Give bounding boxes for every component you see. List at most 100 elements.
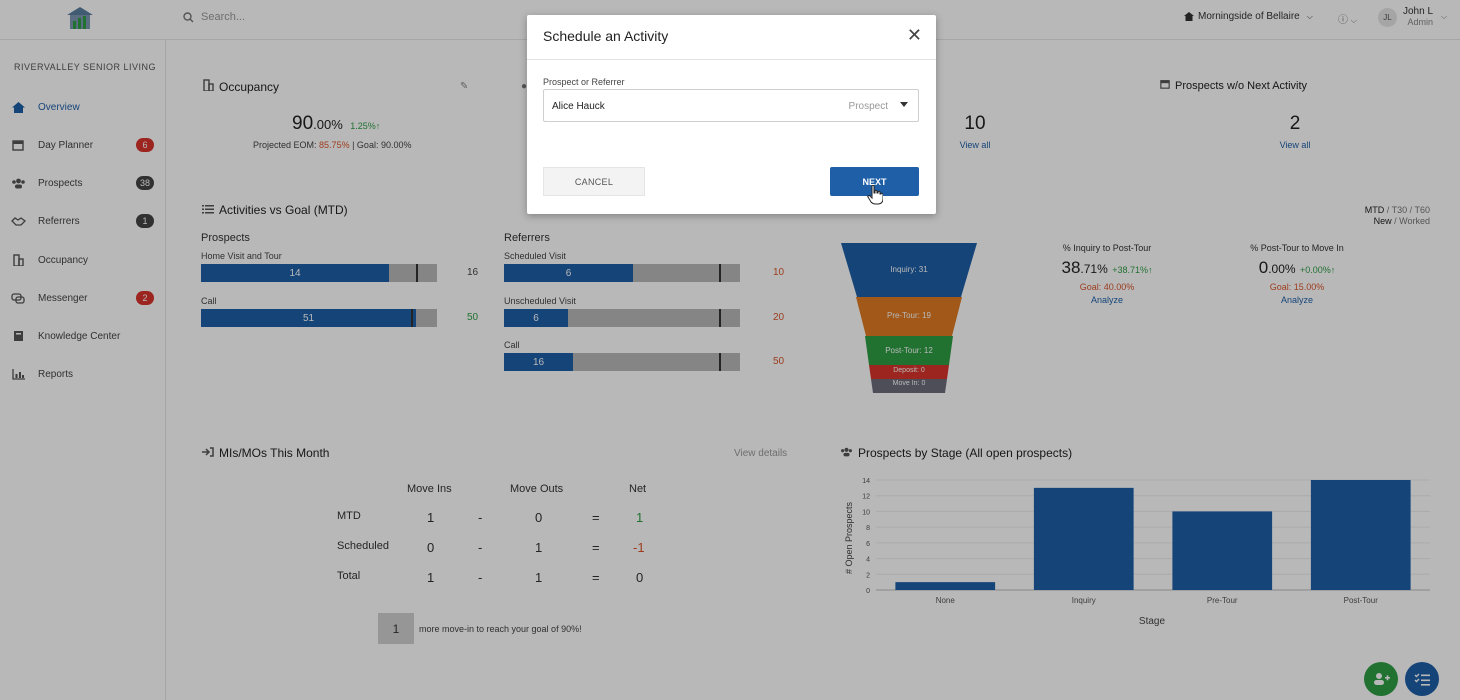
sidebar-item-label: Referrers [38,215,80,227]
bar-post-tour[interactable] [1310,480,1411,590]
progress-value: 6 [565,267,572,279]
schedule-activity-button[interactable] [1405,662,1439,696]
cancel-button[interactable]: CANCEL [543,167,645,196]
sidebar-item-messenger[interactable]: Messenger 2 [10,287,160,309]
funnel-stage-inquiry[interactable] [841,243,977,297]
sidebar-item-overview[interactable]: Overview [10,96,160,118]
activity-progress-bar: 6 [504,309,740,327]
view-all-link[interactable]: View all [959,140,991,150]
user-info: John L Admin [1403,6,1433,28]
avatar: JL [1378,7,1397,27]
notification-badge: 6 [136,138,154,152]
activities-title: Activities vs Goal (MTD) [219,203,348,217]
metric-value-main: 0 [1258,258,1269,277]
funnel-stage-post-tour[interactable] [865,336,953,365]
sidebar-item-day-planner[interactable]: Day Planner 6 [10,134,160,156]
funnel-label: Inquiry: 31 [890,265,928,274]
chart-bars [895,480,1411,590]
activity-label: Unscheduled Visit [504,296,576,306]
x-tick-label: Post-Tour [1344,596,1379,605]
y-tick-label: 12 [862,494,870,501]
search-placeholder: Search... [201,11,246,23]
toggle-worked[interactable]: / Worked [1394,216,1430,226]
col-header-net: Net [629,483,647,495]
funnel-label: Pre-Tour: 19 [886,311,932,320]
search-box[interactable]: Search... [183,11,245,23]
add-user-icon [1374,673,1390,685]
mimo-title: MIs/MOs This Month [219,446,330,460]
bar-none[interactable] [895,582,996,590]
y-tick-label: 8 [866,525,870,532]
checklist-icon [1414,673,1430,686]
sidebar-item-referrers[interactable]: Referrers 1 [10,210,160,232]
activity-label: Call [201,296,217,306]
goal-message: more move-in to reach your goal of 90%! [419,624,582,634]
add-prospect-button[interactable] [1364,662,1398,696]
sidebar-item-prospects[interactable]: Prospects 38 [10,172,160,194]
net-value: 1 [636,510,644,525]
org-name: RIVERVALLEY SENIOR LIVING [14,62,157,72]
sidebar-item-knowledge-center[interactable]: Knowledge Center [10,325,160,347]
progress-value: 51 [302,312,315,324]
bar-pre-tour[interactable] [1172,511,1273,590]
activity-progress-bar: 14 [201,264,437,282]
help-menu[interactable]: ⓘ ⌵ [1338,11,1357,26]
sidebar-item-reports[interactable]: Reports [10,363,160,385]
analyze-link[interactable]: Analyze [1280,295,1314,305]
logo-icon[interactable] [66,6,94,30]
sidebar: RIVERVALLEY SENIOR LIVING Overview Day P… [0,40,166,700]
progress-value: 16 [532,356,545,368]
user-menu[interactable]: JL John L Admin ⌵ [1378,6,1447,28]
analyze-link[interactable]: Analyze [1090,295,1124,305]
sidebar-item-label: Messenger [38,292,88,304]
caret-down-icon [900,102,908,107]
divider [527,59,936,60]
view-all-link[interactable]: View all [1279,140,1311,150]
funnel-label: Post-Tour: 12 [885,346,933,355]
arrow-up-icon: ↑ [1148,265,1153,275]
view-details-link[interactable]: View details [734,448,788,459]
toggle-new[interactable]: New [1373,216,1392,226]
selected-value: Alice Hauck [552,101,605,112]
funnel-label: Move In: 0 [892,380,926,387]
home-icon [10,101,26,113]
book-icon [10,330,26,342]
prospect-referrer-select[interactable]: Alice Hauck Prospect [543,89,919,122]
question-icon: ⓘ [1338,15,1348,26]
col-header-move-ins: Move Ins [407,483,452,495]
activity-label: Call [504,340,520,350]
funnel-stage-deposit[interactable] [869,365,949,379]
metric-goal: Goal: 40.00% [1047,282,1167,292]
sidebar-item-occupancy[interactable]: Occupancy [10,249,160,271]
edit-icon[interactable]: ✎ [460,81,469,92]
count-badge: 1 [136,214,154,228]
funnel-stage-move-in[interactable] [871,379,947,393]
y-tick-label: 0 [866,588,870,595]
occupancy-value-decimal: .00% [313,117,343,132]
toggle-t30-t60[interactable]: / T30 / T60 [1386,205,1430,215]
sidebar-item-label: Overview [38,101,80,113]
search-icon [183,11,194,22]
bar-inquiry[interactable] [1033,487,1134,590]
activity-goal: 50 [773,356,785,367]
metric-value-decimal: .00% [1268,262,1296,276]
metric-title: % Inquiry to Post-Tour [1062,243,1152,253]
mimo-card-title: MIs/MOs This Month [202,446,329,460]
sidebar-item-label: Reports [38,368,74,380]
close-icon[interactable]: ✕ [906,25,922,45]
funnel-period-toggle[interactable]: MTD / T30 / T60 New / Worked [1360,205,1430,227]
x-tick-label: Inquiry [1072,596,1096,605]
referrers-heading: Referrers [504,232,550,244]
activity-goal: 20 [773,312,785,323]
progress-fill: 14 [201,264,389,282]
activity-label: Home Visit and Tour [201,251,282,261]
projected-value: 85.75% [319,140,350,150]
notification-badge: 2 [136,291,154,305]
y-tick-label: 6 [866,541,870,548]
user-name: John L [1403,6,1434,17]
community-selector[interactable]: Morningside of Bellaire ⌵ [1184,11,1313,22]
funnel-stage-pre-tour[interactable] [856,297,962,336]
people-icon: ● [521,81,528,92]
toggle-mtd[interactable]: MTD [1364,205,1385,215]
chart-icon [10,368,26,380]
